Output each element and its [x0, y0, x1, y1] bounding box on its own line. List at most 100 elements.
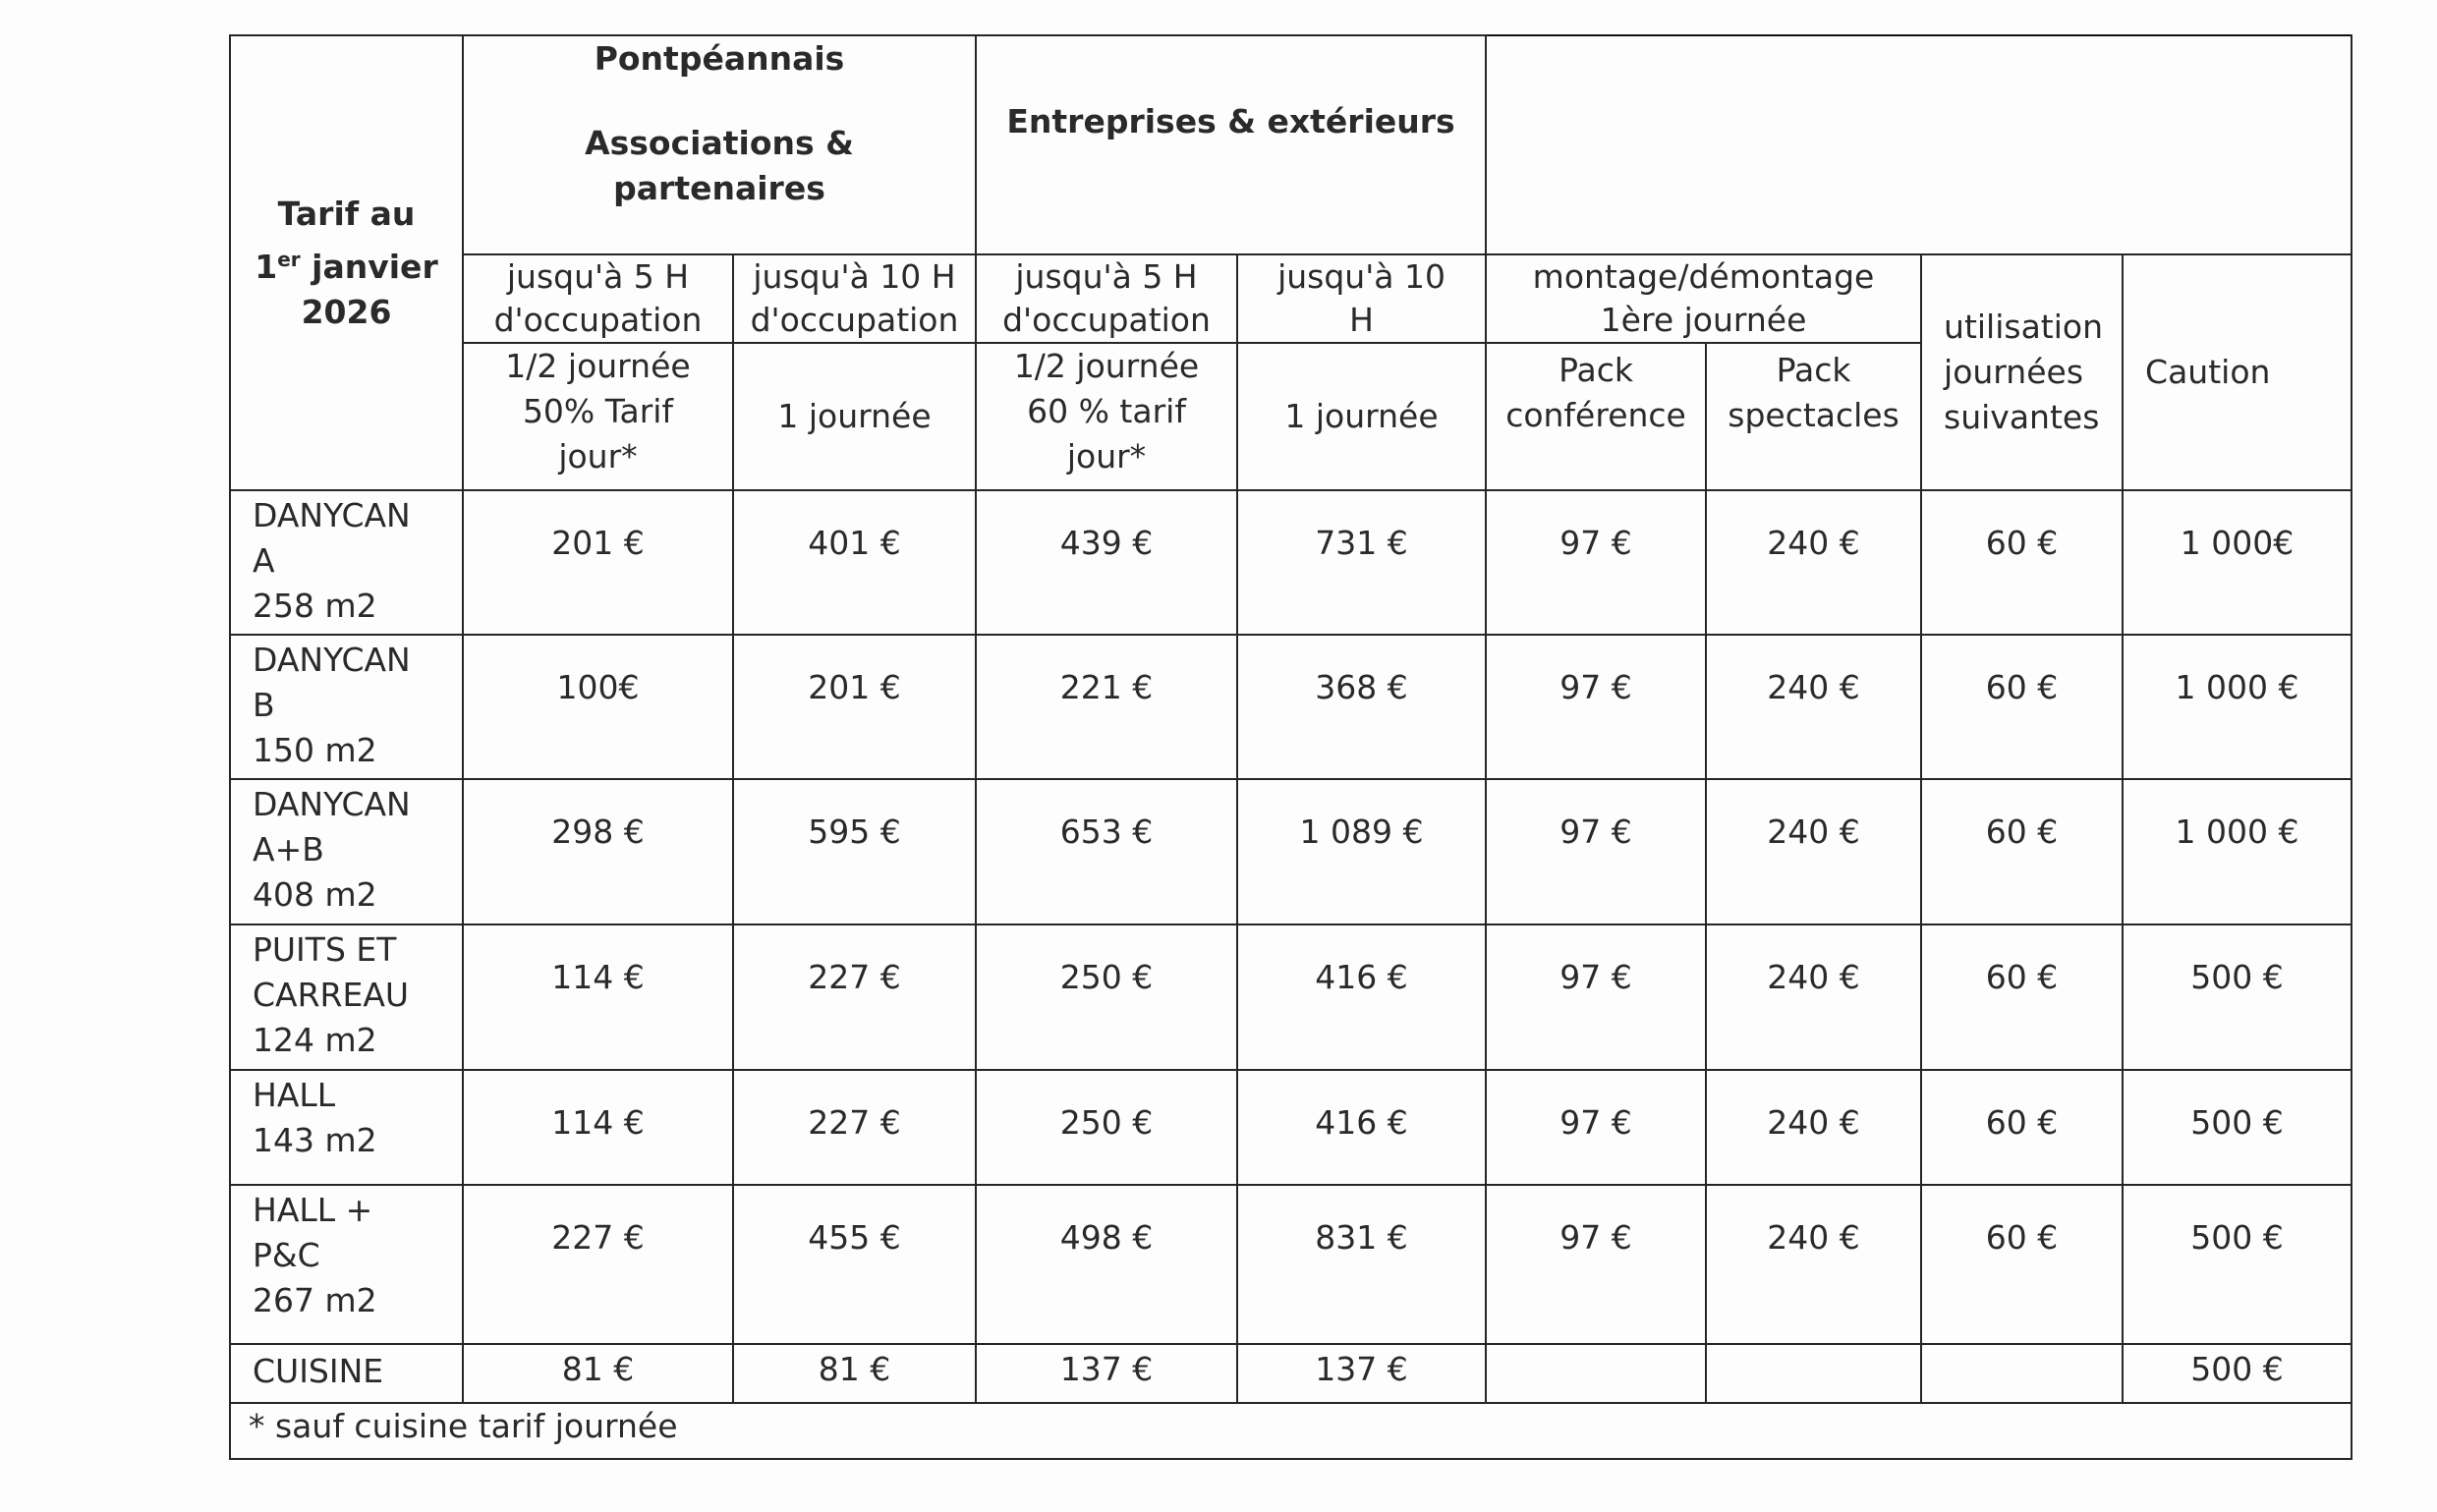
price-cell: 240 €: [1705, 1184, 1923, 1345]
room-label-line: DANYCAN: [253, 785, 411, 823]
detail-header-3: 1/2 journée 60 % tarif jour*: [975, 342, 1239, 491]
table-row: DANYCAN A+B 408 m2 298 €595 €653 €1 089 €97…: [229, 778, 2353, 925]
detail-line: 1 journée: [777, 397, 932, 435]
price-cell: 455 €: [731, 1184, 978, 1345]
price-cell: 500 €: [2122, 1184, 2353, 1345]
corner-num: 1: [255, 247, 278, 286]
room-label: CUISINE: [229, 1343, 464, 1404]
room-label-line: CUISINE: [253, 1352, 384, 1390]
detail-line: Pack: [1559, 351, 1633, 389]
price-cell: 240 €: [1705, 778, 1923, 925]
price-cell: 114 €: [462, 1069, 734, 1186]
price-cell: 1 089 €: [1236, 778, 1488, 925]
room-label-line: 143 m2: [253, 1121, 377, 1159]
price-cell: 240 €: [1705, 924, 1923, 1071]
price-cell: 60 €: [1920, 489, 2125, 636]
price-cell: 227 €: [731, 924, 978, 1071]
room-label-line: 267 m2: [253, 1281, 377, 1319]
room-label-line: HALL: [253, 1076, 336, 1114]
price-cell: 653 €: [975, 778, 1239, 925]
corner-rest: janvier: [300, 247, 438, 286]
footnote: * sauf cuisine tarif journée: [228, 1402, 2353, 1460]
table-row: HALL 143 m2 114 €227 €250 €416 €97 €240 €6…: [229, 1069, 2353, 1186]
detail-line: 1/2 journée: [1013, 347, 1200, 385]
corner-line1: Tarif au: [277, 194, 416, 233]
price-cell: 81 €: [462, 1343, 734, 1404]
footnote-row: * sauf cuisine tarif journée: [228, 1402, 2353, 1460]
utilisation-line2: journées: [1944, 353, 2084, 391]
price-cell: 731 €: [1236, 489, 1488, 636]
price-cell: 100€: [462, 634, 734, 780]
price-cell: [1485, 1343, 1708, 1404]
room-label: HALL + P&C 267 m2: [229, 1184, 464, 1345]
detail-line: jour*: [1066, 437, 1147, 476]
room-label-line: PUITS ET: [253, 930, 397, 969]
price-cell: 60 €: [1920, 1184, 2125, 1345]
price-cell: 368 €: [1236, 634, 1488, 780]
table-row: PUITS ET CARREAU 124 m2 114 €227 €250 €416 …: [229, 924, 2353, 1071]
sub-header-1: jusqu'à 5 H d'occupation: [462, 253, 734, 344]
header-row-details: 1/2 journée 50% Tarif jour* 1 journée 1/2 jo…: [230, 342, 2352, 491]
sub-header-3: jusqu'à 5 H d'occupation: [975, 253, 1239, 344]
price-cell: 137 €: [1236, 1343, 1488, 1404]
group2-line1: Entreprises & extérieurs: [1006, 102, 1455, 140]
price-cell: 240 €: [1705, 634, 1923, 780]
price-cell: 500 €: [2122, 924, 2353, 1071]
price-cell: 221 €: [975, 634, 1239, 780]
room-label-line: P&C: [253, 1236, 320, 1274]
detail-header-6: Pack spectacles: [1705, 342, 1923, 491]
corner-line2: 1er janvier: [235, 237, 458, 290]
room-label-line: A: [253, 541, 275, 580]
price-cell: 401 €: [731, 489, 978, 636]
sub-line: d'occupation: [750, 301, 959, 339]
room-label-line: 150 m2: [253, 731, 377, 769]
empty-header-cell: [1485, 34, 2353, 255]
room-label-line: CARREAU: [253, 976, 410, 1014]
group-header-entreprises: Entreprises & extérieurs: [975, 34, 1488, 255]
price-cell: 60 €: [1920, 634, 2125, 780]
price-cell: [1920, 1343, 2125, 1404]
group-header-pontpeannais: Pontpéannais Associations & partenaires: [461, 34, 978, 255]
room-label: HALL 143 m2: [229, 1069, 464, 1186]
sub-line: jusqu'à 10 H: [753, 257, 956, 296]
price-cell: 137 €: [975, 1343, 1239, 1404]
price-cell: [1705, 1343, 1923, 1404]
sub-line: jusqu'à 5 H: [1015, 257, 1198, 296]
montage-header: montage/démontage 1ère journée: [1485, 253, 1923, 344]
detail-line: 50% Tarif: [522, 392, 674, 430]
price-cell: 240 €: [1705, 489, 1923, 636]
detail-header-2: 1 journée: [731, 342, 978, 491]
sub-line: d'occupation: [493, 301, 703, 339]
detail-line: jour*: [558, 437, 638, 476]
price-cell: 97 €: [1485, 489, 1708, 636]
price-cell: 60 €: [1920, 924, 2125, 1071]
room-label-line: 124 m2: [253, 1021, 377, 1059]
detail-line: 60 % tarif: [1027, 392, 1186, 430]
price-cell: 416 €: [1236, 1069, 1488, 1186]
price-cell: 500 €: [2122, 1069, 2353, 1186]
sub-line: d'occupation: [1002, 301, 1211, 339]
room-label-line: DANYCAN: [253, 641, 411, 679]
room-label: PUITS ET CARREAU 124 m2: [229, 924, 464, 1071]
price-cell: 81 €: [731, 1343, 978, 1404]
detail-line: spectacles: [1728, 396, 1899, 434]
price-cell: 1 000 €: [2122, 778, 2353, 925]
group1-line1: Pontpéannais: [594, 39, 845, 78]
header-row-durations: jusqu'à 5 H d'occupation jusqu'à 10 H d'oc…: [230, 253, 2353, 491]
group1-line2: Associations &: [585, 124, 854, 162]
room-label-line: HALL +: [253, 1191, 373, 1229]
price-cell: 60 €: [1920, 778, 2125, 925]
montage-line1: montage/démontage: [1532, 257, 1875, 296]
room-label-line: A+B: [253, 830, 324, 868]
tariff-table: Tarif au 1er janvier 2026 Pontpéannais A…: [228, 34, 2353, 1460]
price-cell: 595 €: [731, 778, 978, 925]
detail-line: conférence: [1505, 396, 1686, 434]
price-cell: 97 €: [1485, 634, 1708, 780]
price-cell: 114 €: [462, 924, 734, 1071]
utilisation-line1: utilisation: [1944, 308, 2104, 346]
detail-line: Pack: [1776, 351, 1851, 389]
corner-header: Tarif au 1er janvier 2026: [229, 34, 464, 491]
price-cell: 97 €: [1485, 778, 1708, 925]
table-row: HALL + P&C 267 m2 227 €455 €498 €831 €97 €2…: [229, 1184, 2353, 1345]
room-label: DANYCAN A 258 m2: [229, 489, 464, 636]
